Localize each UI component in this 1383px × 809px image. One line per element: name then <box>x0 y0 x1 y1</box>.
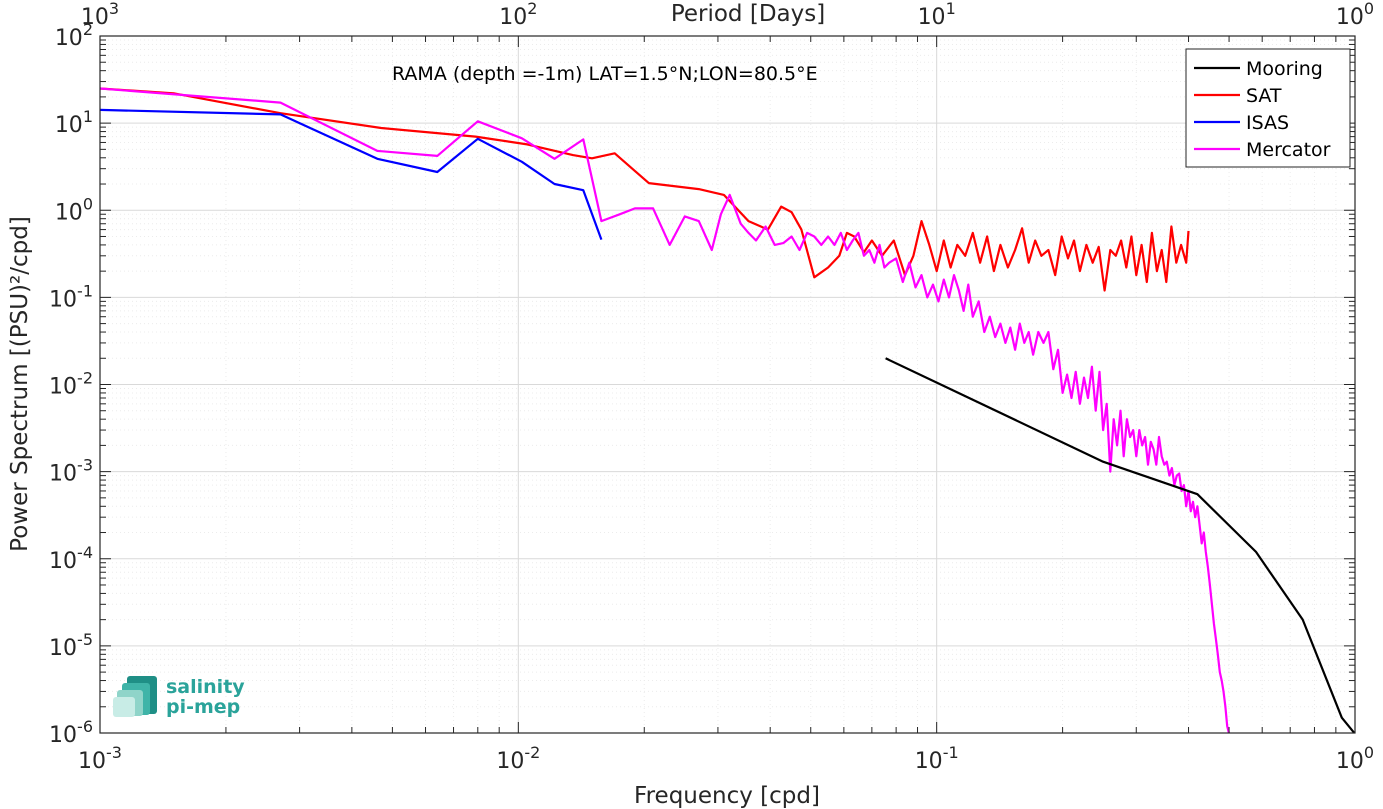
y-tick-label: 10-2 <box>49 369 93 400</box>
salinity-pi-mep-logo: salinity pi-mep <box>113 676 245 718</box>
x-axis-title: Frequency [cpd] <box>634 783 820 809</box>
major-grid <box>100 36 1355 733</box>
top-x-tick-label: 100 <box>1336 0 1374 30</box>
top-x-axis-title: Period [Days] <box>671 1 825 27</box>
legend-label-mercator: Mercator <box>1246 139 1331 161</box>
legend-label-mooring: Mooring <box>1246 58 1323 80</box>
logo-line2: pi-mep <box>166 696 240 718</box>
y-tick-label: 10-5 <box>49 630 93 661</box>
series-line-sat <box>100 87 1190 292</box>
series-layer <box>100 87 1355 733</box>
top-x-tick-label: 102 <box>499 0 537 30</box>
y-tick-label: 102 <box>55 20 93 51</box>
y-tick-label: 100 <box>55 194 93 225</box>
x-tick-label: 10-1 <box>915 743 959 774</box>
y-tick-label: 10-6 <box>49 717 93 748</box>
x-tick-label: 100 <box>1336 743 1374 774</box>
logo-line1: salinity <box>166 676 245 698</box>
top-x-tick-label: 101 <box>918 0 956 30</box>
legend-label-isas: ISAS <box>1246 112 1289 134</box>
x-tick-label: 10-3 <box>78 743 122 774</box>
top-x-tick-label: 103 <box>81 0 119 30</box>
series-line-mooring <box>885 357 1355 733</box>
axis-ticks <box>99 35 1356 734</box>
legend: Mooring SAT ISAS Mercator <box>1185 48 1351 168</box>
y-tick-label: 10-3 <box>49 456 93 487</box>
legend-label-sat: SAT <box>1246 85 1282 107</box>
y-tick-label: 10-4 <box>49 543 93 574</box>
y-axis-title: Power Spectrum [(PSU)²/cpd] <box>7 216 33 552</box>
series-line-mercator <box>100 87 1231 733</box>
chart-annotation: RAMA (depth =-1m) LAT=1.5°N;LON=80.5°E <box>392 63 818 85</box>
y-tick-label: 10-1 <box>49 281 93 312</box>
logo-emblem <box>113 676 157 717</box>
x-tick-label: 10-2 <box>496 743 540 774</box>
y-tick-label: 101 <box>55 107 93 138</box>
series-line-isas <box>100 108 603 240</box>
